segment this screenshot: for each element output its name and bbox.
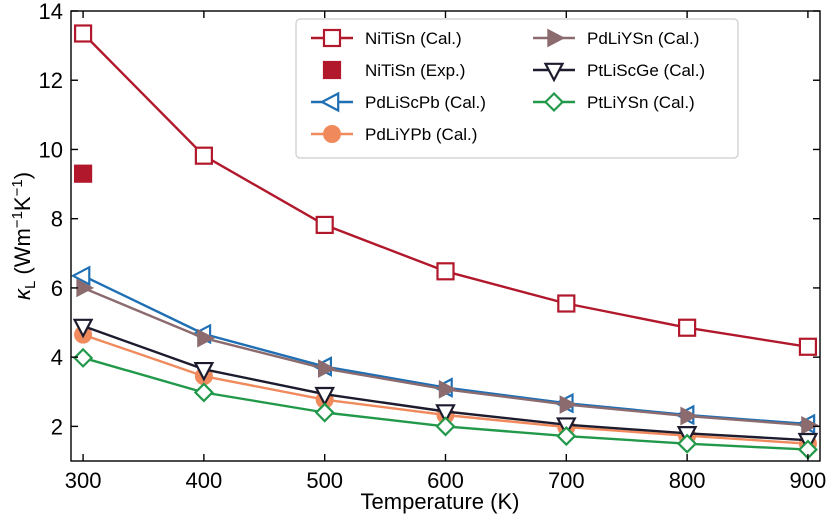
x-tick-label: 800 [669,468,706,493]
legend-marker [547,28,566,48]
y-tick-label: 6 [51,276,63,301]
legend-label: NiTiSn (Cal.) [365,29,462,48]
legend-frame [295,18,739,159]
legend-marker [543,62,565,83]
data-point-pdliysn-cal [680,406,699,426]
legend-marker [322,60,342,80]
legend-entry-ptliysn-cal: PtLiYSn (Cal.) [533,91,695,113]
data-point-nitisn-cal [678,318,697,337]
x-tick-label: 700 [548,468,585,493]
legend-entries: NiTiSn (Cal.) NiTiSn (Exp.) PdLiScPb (Cal.… [311,28,705,144]
legend-label: PdLiYPb (Cal.) [365,125,477,144]
legend-label: PdLiScPb (Cal.) [365,93,486,112]
data-point-ptliysn-cal [677,433,698,454]
data-point-nitisn-cal [315,215,334,235]
x-tick-label: 500 [306,468,343,493]
y-tick-label: 2 [51,414,63,439]
legend-entry-pdliscpb-cal: PdLiScPb (Cal.) [311,91,486,113]
series-pdliysn-cal [76,278,819,435]
x-tick-label: 300 [65,468,102,493]
data-point-ptliysn-cal [556,426,577,447]
series-nitisn-cal [73,24,818,356]
series-ptliscge-cal [72,318,819,453]
data-point-ptliscge-cal [435,404,456,424]
y-tick-label: 8 [51,207,63,232]
legend-marker [323,125,341,143]
y-tick-label: 14 [39,0,63,24]
data-point-ptliysn-cal [435,416,456,437]
data-point-ptliscge-cal [193,361,215,382]
series-line-pdliscpb-cal [82,274,808,426]
legend-label: PtLiYSn (Cal.) [587,93,695,112]
x-axis-title: Temperature (K) [361,489,520,514]
data-point-nitisn-cal [436,262,455,281]
legend-entry-nitisn-cal: NiTiSn (Cal.) [311,28,462,48]
data-point-pdliscpb-cal [70,265,91,287]
data-point-pdliysn-cal [317,359,336,378]
x-tick-label: 400 [186,468,223,493]
data-point-ptliysn-cal [73,347,94,368]
data-point-pdliysn-cal [559,395,578,414]
plot-area [70,24,819,460]
y-tick-label: 10 [39,137,63,162]
data-point-nitisn-cal [557,294,576,313]
y-tick-label: 12 [39,68,63,93]
legend-entry-pdliypb-cal: PdLiYPb (Cal.) [311,125,477,144]
data-point-ptliysn-cal [314,402,335,423]
series-ptliysn-cal [73,347,818,460]
legend-label: PdLiYSn (Cal.) [587,29,699,48]
data-point-pdliysn-cal [438,380,457,399]
data-point-nitisn-cal [194,146,213,165]
legend-entry-ptliscge-cal: PtLiScGe (Cal.) [533,61,705,83]
legend-marker [319,91,340,113]
legend-label: PtLiScGe (Cal.) [587,61,705,80]
data-point-ptliysn-cal [193,382,214,403]
data-point-nitisn-cal [73,24,93,43]
x-tick-label: 900 [790,468,827,493]
x-tick-label: 600 [427,468,464,493]
y-axis-title: κL (Wm−1K−1) [9,172,39,300]
legend: NiTiSn (Cal.) NiTiSn (Exp.) PdLiScPb (Cal.… [295,18,739,159]
data-point-ptliscge-cal [314,386,336,407]
data-point-pdliysn-cal [801,416,819,435]
legend-entry-pdliysn-cal: PdLiYSn (Cal.) [533,28,699,48]
axis-ticks: 300 400 500 600 700 800 900 2 4 6 8 10 12 14 [39,0,827,493]
series-nitisn-exp [73,164,93,183]
data-point-ptliscge-cal [72,318,94,339]
legend-marker [543,91,565,113]
data-point-nitisn-cal [798,337,818,356]
legend-label: NiTiSn (Exp.) [365,61,465,80]
y-tick-label: 4 [51,345,63,370]
data-point-pdliysn-cal [197,328,215,348]
data-point-nitisn-exp [73,164,93,183]
legend-entry-nitisn-exp: NiTiSn (Exp.) [322,60,465,80]
legend-marker [322,28,342,48]
